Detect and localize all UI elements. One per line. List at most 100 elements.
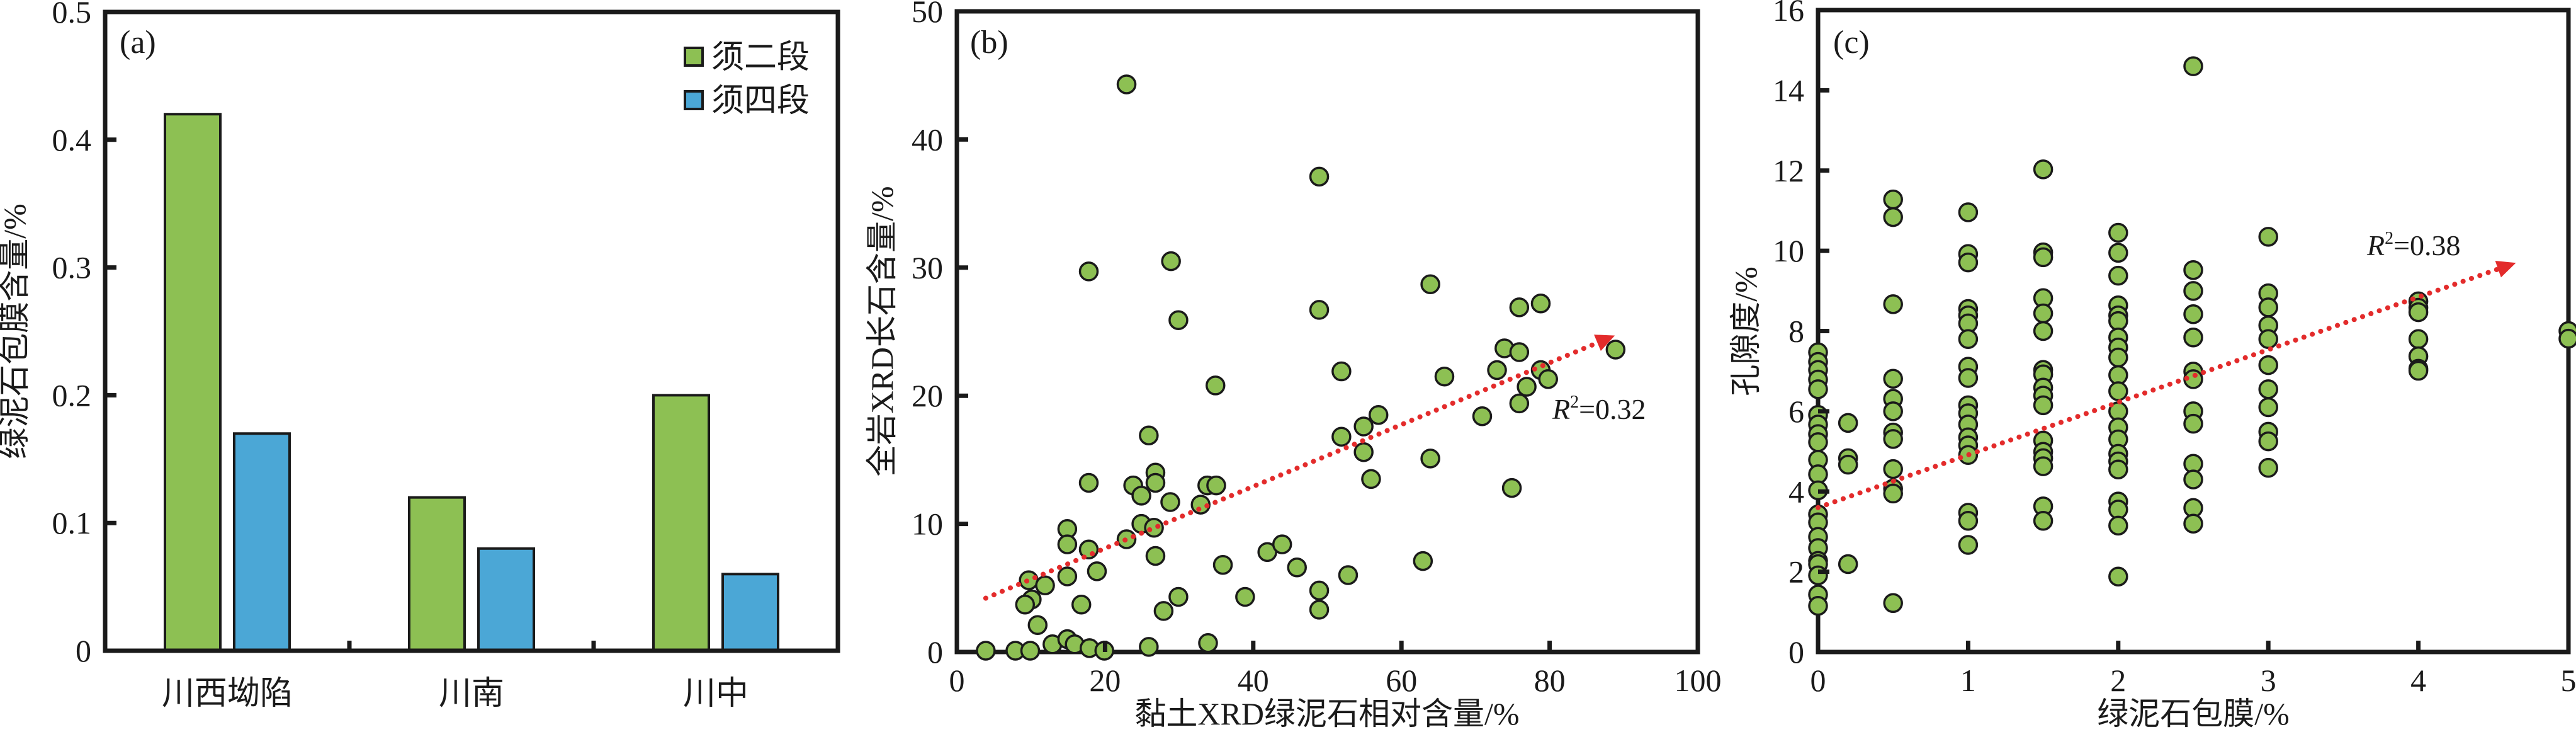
data-point bbox=[1057, 566, 1078, 586]
data-point bbox=[1517, 377, 1537, 397]
data-point bbox=[2108, 265, 2128, 286]
data-point bbox=[2108, 243, 2128, 263]
panel-label: (a) bbox=[120, 25, 156, 60]
plot-frame bbox=[103, 9, 840, 653]
y-tick-label: 2 bbox=[1788, 554, 1804, 590]
y-axis-title: 绿泥石包膜含量/% bbox=[0, 203, 32, 459]
data-point bbox=[1145, 472, 1166, 493]
data-point bbox=[1958, 510, 1979, 531]
y-tick-label: 12 bbox=[1773, 153, 1804, 188]
y-tick-label: 0.5 bbox=[52, 0, 92, 30]
data-point bbox=[1116, 74, 1137, 94]
data-point bbox=[1190, 495, 1211, 515]
y-tick-label: 4 bbox=[1788, 474, 1804, 509]
x-tick-label: 40 bbox=[1238, 663, 1269, 698]
trend-arrowhead bbox=[2495, 260, 2516, 278]
data-point bbox=[1168, 310, 1189, 330]
data-point bbox=[1015, 594, 1036, 615]
data-point bbox=[1035, 575, 1055, 595]
data-point bbox=[2408, 302, 2429, 323]
data-point bbox=[1605, 340, 1626, 360]
data-point bbox=[1309, 166, 1330, 187]
y-axis-title: 全岩XRD长石含量/% bbox=[864, 186, 900, 476]
x-category-label: 川西坳陷 bbox=[162, 676, 293, 712]
data-point bbox=[2258, 457, 2278, 478]
scatter-points bbox=[1808, 56, 2576, 616]
data-point bbox=[1883, 459, 1903, 479]
data-point bbox=[1139, 425, 1159, 446]
legend: 须二段 须四段 bbox=[684, 40, 810, 119]
data-point bbox=[1487, 360, 1507, 380]
bar-group bbox=[164, 113, 779, 653]
x-axis-title: 绿泥石包膜/% bbox=[2097, 696, 2290, 731]
data-point bbox=[1883, 593, 1903, 614]
r-value: =0.38 bbox=[2393, 229, 2460, 261]
data-point bbox=[1139, 637, 1159, 657]
data-point bbox=[1472, 406, 1493, 426]
y-tick-label: 0.1 bbox=[52, 505, 92, 540]
data-point bbox=[1020, 641, 1041, 661]
data-point bbox=[2183, 304, 2203, 324]
data-point bbox=[1338, 565, 1359, 585]
bar-xu2 bbox=[164, 113, 222, 653]
data-point bbox=[1420, 449, 1440, 469]
data-point bbox=[1309, 600, 1330, 620]
data-point bbox=[1353, 442, 1374, 462]
panel-label: (c) bbox=[1833, 25, 1870, 60]
data-point bbox=[1509, 342, 1530, 362]
data-point bbox=[1509, 297, 1530, 317]
y-tick-label: 0 bbox=[1788, 634, 1804, 670]
bar-xu2 bbox=[408, 496, 466, 653]
data-point bbox=[1309, 580, 1330, 601]
x-tick-label: 20 bbox=[1089, 663, 1121, 698]
data-point bbox=[2258, 397, 2278, 418]
data-point bbox=[1153, 601, 1174, 621]
bar-xu2 bbox=[652, 394, 710, 653]
y-tick-label: 40 bbox=[912, 122, 943, 157]
scatter-points bbox=[976, 74, 1626, 661]
data-point bbox=[1206, 475, 1226, 496]
data-point bbox=[2033, 510, 2053, 531]
data-point bbox=[2183, 413, 2203, 434]
y-tick-label: 0.2 bbox=[52, 377, 92, 413]
data-point bbox=[1078, 472, 1099, 493]
data-point bbox=[1309, 300, 1330, 320]
data-point bbox=[1808, 596, 1828, 616]
data-point bbox=[1361, 469, 1381, 489]
data-point bbox=[2183, 260, 2203, 280]
data-point bbox=[1272, 534, 1292, 554]
r-value: =0.32 bbox=[1579, 393, 1646, 425]
y-tick-label: 0 bbox=[927, 634, 943, 670]
data-point bbox=[2108, 515, 2128, 536]
r-symbol: R bbox=[1552, 393, 1570, 425]
y-tick-label: 6 bbox=[1788, 394, 1804, 429]
data-point bbox=[2558, 328, 2576, 349]
x-tick-label: 0 bbox=[949, 663, 965, 698]
data-point bbox=[1958, 202, 1979, 222]
panel-label: (b) bbox=[970, 25, 1008, 60]
data-point bbox=[2183, 469, 2203, 489]
x-axis-title: 黏土XRD绿泥石相对含量/% bbox=[1134, 696, 1519, 731]
data-point bbox=[1883, 369, 1903, 389]
x-category-label: 川中 bbox=[683, 676, 749, 712]
data-point bbox=[1287, 558, 1307, 578]
data-point bbox=[2183, 281, 2203, 301]
axis-ticks: 0 20 40 60 80 100 0 10 20 30 40 50 bbox=[912, 0, 1722, 698]
r-squared-label: R2=0.38 bbox=[2366, 229, 2461, 261]
trend-arrowhead bbox=[1594, 335, 1615, 352]
data-point bbox=[1958, 368, 1979, 388]
plot-frame bbox=[954, 9, 1700, 655]
y-tick-label: 0.3 bbox=[52, 250, 92, 285]
data-point bbox=[1071, 594, 1092, 615]
x-tick-label: 80 bbox=[1534, 663, 1566, 698]
panel-a-bar-chart: 00.10.20.30.40.5 川西坳陷 川南 川中 (a) 绿泥石包膜含量/% … bbox=[0, 0, 840, 712]
y-tick-label: 0 bbox=[76, 633, 91, 668]
trend-line bbox=[983, 338, 1606, 601]
panel-b-scatter: 0 20 40 60 80 100 0 10 20 30 40 50 (b) R2=0.32 黏土XR… bbox=[864, 0, 1722, 731]
data-point bbox=[2183, 513, 2203, 534]
data-point bbox=[1027, 615, 1048, 636]
data-point bbox=[1235, 586, 1255, 607]
r-superscript: 2 bbox=[2385, 229, 2393, 248]
data-point bbox=[1958, 535, 1979, 555]
data-point bbox=[2258, 355, 2278, 375]
